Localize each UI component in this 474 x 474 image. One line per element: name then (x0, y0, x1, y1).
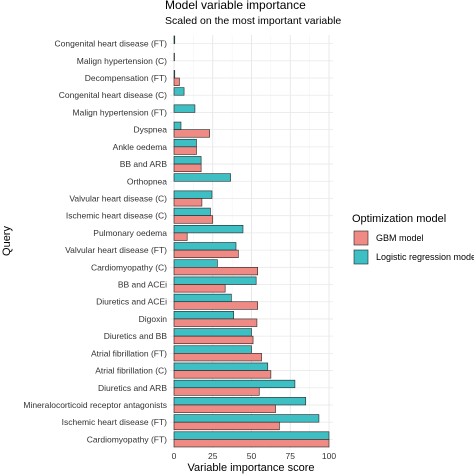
bar-logistic (173, 414, 320, 423)
category-label: Decompensation (FT) (85, 73, 167, 83)
bar-gbm (173, 370, 272, 379)
legend-swatch-gbm (353, 230, 369, 246)
bar-logistic (173, 431, 330, 440)
bar-gbm (173, 284, 226, 293)
bar-gbm (173, 301, 258, 310)
category-label: Congenital heart disease (FT) (55, 39, 168, 49)
category-label: Malign hypertension (FT) (73, 107, 168, 117)
x-tick-label: 75 (286, 451, 296, 461)
chart-subtitle: Scaled on the most important variable (165, 15, 341, 27)
legend: Optimization model GBM model Logistic re… (352, 213, 474, 265)
plot-panel (170, 35, 333, 448)
bar-logistic (173, 362, 269, 371)
bar-logistic (173, 224, 244, 234)
bar-gbm (173, 232, 188, 241)
x-axis-label: Variable importance score (188, 462, 315, 474)
x-tick-label: 0 (172, 451, 177, 461)
bar-gbm (173, 129, 210, 138)
category-label: Cardiomyopathy (C) (91, 262, 167, 272)
bar-logistic (173, 121, 182, 130)
bar-logistic (173, 138, 197, 148)
category-label: Mineralocorticoid receptor antagonists (23, 400, 167, 410)
bar-gbm (173, 146, 197, 155)
category-label: Congenital heart disease (C) (59, 90, 167, 100)
bar-gbm (173, 249, 239, 259)
x-tick-labels: 0 25 50 75 100 (172, 451, 337, 461)
bar-gbm (173, 335, 254, 345)
bar-logistic (173, 156, 202, 165)
category-label: Digoxin (139, 314, 168, 324)
bar-gbm (173, 198, 203, 207)
category-label: Cardiomyopathy (FT) (87, 434, 167, 444)
bar-logistic (173, 397, 307, 406)
category-label: Valvular heart disease (C) (69, 193, 167, 203)
category-label: BB and ARB (120, 159, 168, 169)
bar-gbm (173, 163, 202, 172)
bar-gbm (173, 353, 262, 362)
bar-logistic (173, 207, 211, 216)
x-tick-label: 25 (208, 451, 218, 461)
bar-logistic (173, 70, 176, 79)
category-label: Atrial fibrillation (C) (95, 366, 167, 376)
x-tick-label: 100 (322, 451, 336, 461)
category-label: Atrial fibrillation (FT) (91, 348, 167, 358)
bar-logistic (173, 87, 185, 96)
legend-label-gbm: GBM model (376, 233, 424, 243)
category-label: Ischemic heart disease (FT) (62, 417, 168, 427)
category-label: Diuretics and ARB (98, 383, 167, 393)
chart-title: Model variable importance (165, 0, 306, 12)
bar-logistic (173, 35, 176, 44)
bar-logistic (173, 104, 196, 113)
bar-logistic (173, 328, 252, 337)
bar-logistic (173, 276, 257, 285)
y-axis-label: Query (1, 226, 13, 256)
bar-logistic (173, 293, 232, 303)
legend-swatch-logistic (353, 249, 369, 265)
bar-logistic (173, 173, 231, 182)
category-label: Dyspnea (133, 125, 167, 135)
category-label: Malign hypertension (C) (77, 56, 167, 66)
bar-logistic (173, 259, 218, 268)
category-labels: Congenital heart disease (FT) Malign hype… (23, 39, 167, 445)
bar-gbm (173, 387, 260, 396)
bar-logistic (173, 345, 252, 354)
bar-gbm (173, 318, 258, 327)
legend-label-logistic: Logistic regression model (376, 252, 474, 262)
bar-gbm (173, 215, 214, 224)
bar-gbm (173, 404, 276, 413)
category-label: Diuretics and ACEi (96, 297, 167, 307)
category-label: BB and ACEi (118, 280, 167, 290)
bar-logistic (173, 190, 213, 199)
bar-gbm (173, 421, 280, 431)
bar-logistic (173, 242, 237, 251)
category-label: Orthopnea (127, 176, 167, 186)
category-label: Diuretics and BB (104, 331, 168, 341)
x-tick-label: 50 (247, 451, 257, 461)
bar-logistic (173, 311, 234, 320)
bar-gbm (173, 439, 330, 448)
category-label: Pulmonary oedema (93, 228, 167, 238)
bar-gbm (173, 267, 258, 276)
legend-title: Optimization model (352, 213, 446, 225)
category-label: Ankle oedema (113, 142, 168, 152)
bar-gbm (173, 77, 180, 86)
category-label: Valvular heart disease (FT) (65, 245, 167, 255)
bar-series (173, 35, 330, 448)
bar-logistic (173, 379, 296, 389)
category-label: Ischemic heart disease (C) (66, 211, 167, 221)
